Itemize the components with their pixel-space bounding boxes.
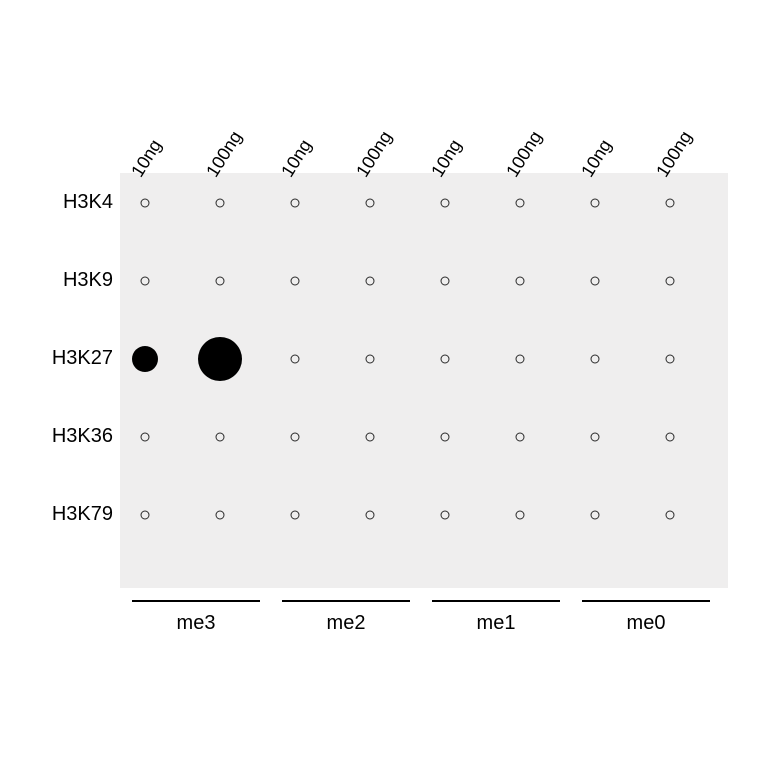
row-label: H3K79: [0, 503, 113, 526]
me-group-label: me1: [432, 612, 560, 635]
blot-dot: [141, 433, 150, 442]
blot-dot: [666, 433, 675, 442]
blot-dot: [198, 337, 242, 381]
blot-dot: [666, 355, 675, 364]
blot-dot: [216, 277, 225, 286]
blot-dot: [591, 355, 600, 364]
blot-dot: [141, 277, 150, 286]
me-group-label: me3: [132, 612, 260, 635]
blot-dot: [666, 199, 675, 208]
blot-dot: [441, 433, 450, 442]
blot-dot: [291, 355, 300, 364]
me-group-line: [282, 600, 410, 602]
blot-dot: [441, 277, 450, 286]
blot-dot: [291, 277, 300, 286]
blot-dot: [291, 199, 300, 208]
me-group-line: [432, 600, 560, 602]
blot-dot: [141, 511, 150, 520]
me-group-label: me2: [282, 612, 410, 635]
blot-dot: [216, 511, 225, 520]
blot-dot: [516, 511, 525, 520]
blot-dot: [366, 433, 375, 442]
blot-dot: [216, 433, 225, 442]
blot-dot: [591, 277, 600, 286]
row-label: H3K9: [0, 269, 113, 292]
blot-dot: [291, 433, 300, 442]
blot-dot: [366, 511, 375, 520]
blot-dot: [141, 199, 150, 208]
blot-dot: [591, 199, 600, 208]
me-group-line: [132, 600, 260, 602]
blot-dot: [216, 199, 225, 208]
blot-dot: [366, 355, 375, 364]
blot-dot: [666, 511, 675, 520]
blot-dot: [666, 277, 675, 286]
blot-dot: [516, 199, 525, 208]
blot-dot: [132, 346, 158, 372]
blot-background: [120, 173, 728, 588]
me-group-line: [582, 600, 710, 602]
blot-dot: [591, 511, 600, 520]
blot-dot: [516, 433, 525, 442]
blot-dot: [516, 277, 525, 286]
blot-dot: [516, 355, 525, 364]
blot-dot: [441, 199, 450, 208]
row-label: H3K36: [0, 425, 113, 448]
blot-dot: [366, 199, 375, 208]
blot-dot: [441, 511, 450, 520]
row-label: H3K4: [0, 191, 113, 214]
me-group-label: me0: [582, 612, 710, 635]
blot-dot: [441, 355, 450, 364]
blot-dot: [591, 433, 600, 442]
blot-dot: [366, 277, 375, 286]
row-label: H3K27: [0, 347, 113, 370]
blot-dot: [291, 511, 300, 520]
